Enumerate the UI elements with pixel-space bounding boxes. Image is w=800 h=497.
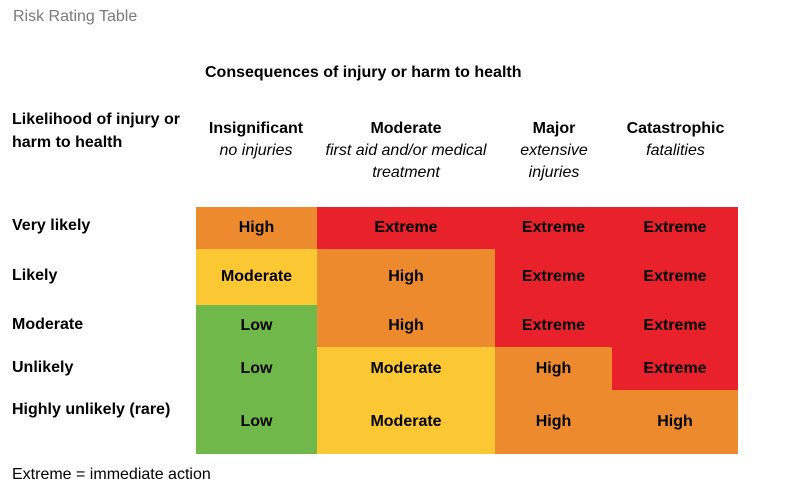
risk-cell: Extreme xyxy=(612,347,738,390)
risk-cell: Extreme xyxy=(495,207,612,249)
risk-cell: High xyxy=(495,390,612,454)
row-label-unlikely: Unlikely xyxy=(12,356,73,379)
row-label-moderate: Moderate xyxy=(12,313,83,336)
risk-cell: Extreme xyxy=(495,249,612,305)
risk-cell: Moderate xyxy=(317,390,495,454)
risk-cell: Moderate xyxy=(196,249,317,305)
risk-cell: High xyxy=(495,347,612,390)
risk-cell: Low xyxy=(196,390,317,454)
column-title: Insignificant xyxy=(196,118,316,140)
risk-cell: Extreme xyxy=(317,207,495,249)
column-title: Catastrophic xyxy=(613,118,738,140)
risk-cell: Extreme xyxy=(612,305,738,347)
risk-cell: High xyxy=(196,207,317,249)
column-header-major: Major extensive injuries xyxy=(496,118,612,184)
risk-cell: High xyxy=(612,390,738,454)
likelihood-heading: Likelihood of injury or harm to health xyxy=(12,108,192,154)
risk-cell: Low xyxy=(196,305,317,347)
column-title: Moderate xyxy=(317,118,495,140)
column-header-insignificant: Insignificant no injuries xyxy=(196,118,316,162)
column-subtitle: no injuries xyxy=(196,140,316,162)
column-subtitle: fatalities xyxy=(613,140,738,162)
footnote: Extreme = immediate action xyxy=(12,466,211,484)
risk-cell: Extreme xyxy=(612,249,738,305)
risk-cell: Low xyxy=(196,347,317,390)
row-label-highly-unlikely: Highly unlikely (rare) xyxy=(12,398,182,421)
risk-cell: High xyxy=(317,305,495,347)
row-label-likely: Likely xyxy=(12,264,57,287)
risk-cell: Extreme xyxy=(612,207,738,249)
risk-cell: Moderate xyxy=(317,347,495,390)
column-title: Major xyxy=(496,118,612,140)
page-title: Risk Rating Table xyxy=(13,8,137,26)
consequences-heading: Consequences of injury or harm to health xyxy=(205,64,522,82)
risk-cell: Extreme xyxy=(495,305,612,347)
column-subtitle: extensive injuries xyxy=(496,140,612,184)
column-header-moderate: Moderate first aid and/or medical treatm… xyxy=(317,118,495,184)
row-label-very-likely: Very likely xyxy=(12,214,90,237)
column-subtitle: first aid and/or medical treatment xyxy=(317,140,495,184)
column-header-catastrophic: Catastrophic fatalities xyxy=(613,118,738,162)
risk-cell: High xyxy=(317,249,495,305)
